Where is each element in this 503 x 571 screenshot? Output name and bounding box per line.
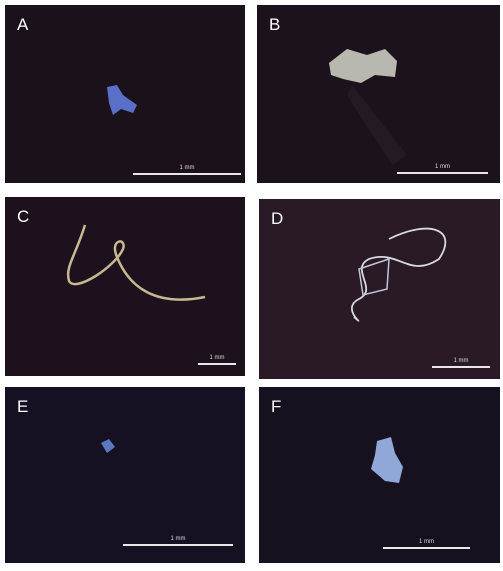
- panel: E 1 mm: [5, 387, 245, 563]
- scale-text: 1 mm: [209, 355, 225, 361]
- panel-label: E: [17, 397, 29, 416]
- scale-bar: [383, 547, 470, 549]
- scale-text: 1 mm: [419, 539, 434, 545]
- scale-bar: [397, 172, 488, 174]
- particle: [371, 437, 403, 483]
- panel: D 1 mm: [259, 199, 500, 379]
- particle: [66, 224, 206, 301]
- scale-text: 1 mm: [453, 358, 469, 364]
- particle: [101, 439, 115, 453]
- panel-label: A: [17, 15, 29, 34]
- particle: [329, 49, 407, 165]
- panel-label: C: [17, 207, 30, 226]
- scale-bar: [198, 363, 236, 365]
- scale-text: 1 mm: [179, 165, 195, 171]
- particle: [351, 227, 447, 322]
- panel: A 1 mm: [5, 5, 245, 183]
- panel-label: B: [269, 15, 281, 34]
- scale-bar: [432, 366, 490, 368]
- panel: F 1 mm: [259, 387, 500, 563]
- scale-text: 1 mm: [435, 164, 450, 170]
- scale-bar: [133, 173, 241, 175]
- panel: B 1 mm: [257, 5, 500, 183]
- panel-label: F: [271, 397, 282, 416]
- scale-bar: [123, 544, 233, 546]
- panel: C 1 mm: [5, 197, 245, 376]
- particle: [107, 85, 137, 115]
- scale-text: 1 mm: [170, 536, 186, 542]
- panel-label: D: [271, 209, 284, 228]
